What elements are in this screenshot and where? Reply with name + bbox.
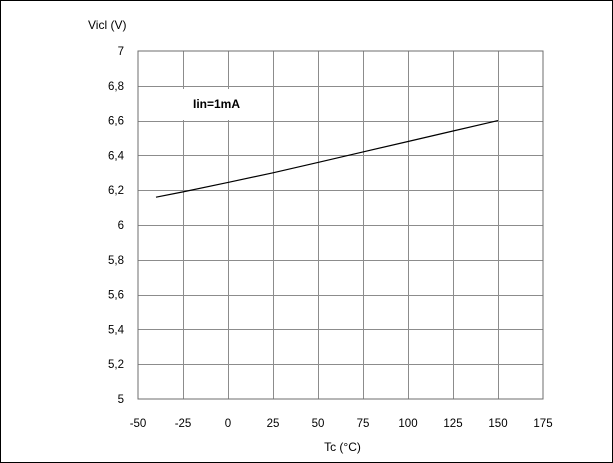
y-tick-label-3: 5,6 xyxy=(108,290,124,302)
x-axis-ticks: -50 -25 0 25 50 75 100 125 150 175 xyxy=(130,418,553,430)
y-tick-label-8: 6,6 xyxy=(108,116,124,128)
x-tick-label-4: 50 xyxy=(312,418,325,430)
series-group xyxy=(155,120,499,198)
gridlines xyxy=(138,51,543,399)
annotation-label: Iin=1mA xyxy=(193,97,240,111)
plot-border xyxy=(137,50,544,400)
y-tick-label-5: 6 xyxy=(118,220,124,232)
x-tick-label-7: 125 xyxy=(443,418,462,430)
annotation-box xyxy=(183,89,267,120)
x-tick-label-6: 100 xyxy=(398,418,417,430)
x-tick-label-0: -50 xyxy=(130,418,147,430)
x-tick-label-2: 0 xyxy=(225,418,231,430)
x-tick-label-3: 25 xyxy=(267,418,280,430)
y-tick-label-6: 6,2 xyxy=(108,185,124,197)
y-tick-label-4: 5,8 xyxy=(108,255,124,267)
y-axis-ticks: 5 5,2 5,4 5,6 5,8 6 6,2 6,4 6,6 6,8 7 xyxy=(108,46,125,406)
series-line-0 xyxy=(155,120,499,198)
y-axis-title: Vicl (V) xyxy=(88,18,126,32)
x-tick-label-8: 150 xyxy=(488,418,507,430)
y-tick-label-1: 5,2 xyxy=(108,359,124,371)
y-tick-label-10: 7 xyxy=(118,46,124,58)
y-tick-label-2: 5,4 xyxy=(108,324,125,336)
x-tick-label-1: -25 xyxy=(175,418,192,430)
x-tick-label-9: 175 xyxy=(533,418,552,430)
y-tick-label-0: 5 xyxy=(118,394,124,406)
x-axis-title: Tc (°C) xyxy=(324,440,361,454)
y-tick-label-7: 6,4 xyxy=(108,150,125,162)
y-tick-label-9: 6,8 xyxy=(108,81,124,93)
x-tick-label-5: 75 xyxy=(357,418,370,430)
